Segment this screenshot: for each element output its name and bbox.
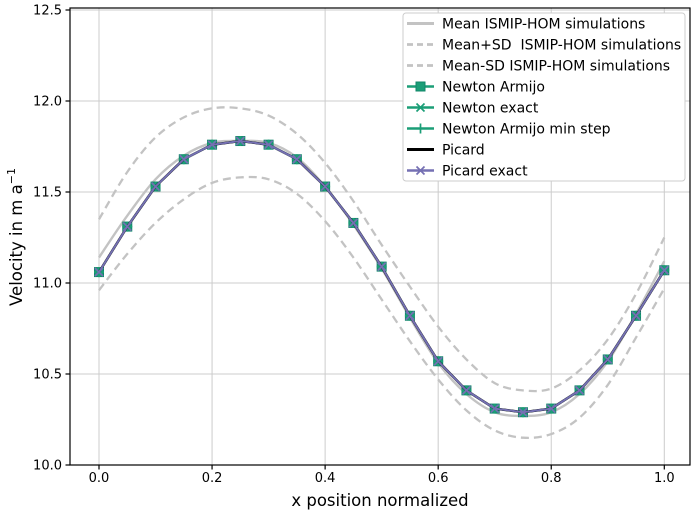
legend-label: Mean+SD ISMIP-HOM simulations	[442, 37, 681, 53]
square-marker	[415, 81, 426, 92]
x-marker	[461, 385, 472, 395]
legend-entry-mean-ismip-hom-simulations: Mean ISMIP-HOM simulations	[407, 16, 645, 32]
x-marker	[122, 221, 132, 232]
legend-entry-mean-sd-ismip-hom-simulations: Mean-SD ISMIP-HOM simulations	[407, 58, 670, 74]
x-marker	[405, 311, 415, 321]
plot-frame	[69, 7, 691, 466]
legend-entry-picard: Picard	[407, 142, 485, 158]
x-tick-label: 0.6	[428, 471, 449, 486]
y-tick-label: 11.5	[33, 186, 62, 201]
x-marker	[546, 403, 556, 414]
series-line-mean-sd-ismip-hom-simulations	[98, 175, 666, 440]
y-tick-label: 10.0	[33, 459, 62, 474]
y-tick-label: 12.0	[33, 95, 62, 110]
y-tick-label: 10.5	[33, 368, 62, 383]
x-marker	[150, 181, 161, 192]
legend-label: Picard exact	[442, 163, 528, 179]
x-marker	[348, 218, 358, 228]
plus-marker	[415, 123, 426, 134]
x-marker	[574, 385, 585, 395]
x-tick-label: 0.8	[541, 471, 562, 486]
x-marker	[631, 311, 641, 321]
x-axis-label: x position normalized	[291, 491, 468, 510]
x-marker	[235, 136, 245, 146]
legend-label: Newton Armijo	[442, 79, 545, 95]
x-marker	[415, 102, 426, 113]
legend-entry-newton-exact: Newton exact	[407, 100, 539, 116]
x-tick-label: 0.2	[202, 471, 223, 486]
x-marker	[207, 140, 217, 150]
legend-label: Newton exact	[442, 100, 539, 116]
x-marker	[292, 154, 302, 164]
x-marker	[659, 265, 669, 275]
x-marker	[94, 267, 104, 277]
x-tick-label: 0.0	[89, 471, 110, 486]
x-marker	[518, 407, 528, 417]
legend-label: Newton Armijo min step	[442, 121, 611, 137]
legend-label: Mean-SD ISMIP-HOM simulations	[442, 58, 670, 74]
x-marker	[603, 354, 613, 365]
y-axis-label: Velocity in m a−1	[5, 168, 26, 306]
legend-entry-newton-armijo-min-step: Newton Armijo min step	[407, 121, 611, 137]
series-line-mean-sd-ismip-hom-simulations	[98, 106, 666, 393]
legend-label: Picard	[442, 142, 485, 158]
x-tick-label: 1.0	[654, 471, 675, 486]
x-tick-label: 0.4	[315, 471, 336, 486]
legend-entry-picard-exact: Picard exact	[407, 163, 528, 179]
x-marker	[263, 140, 274, 150]
legend: Mean ISMIP-HOM simulations Mean+SD ISMIP-…	[402, 12, 686, 182]
series-mean-sd-ismip-hom-simulations	[98, 175, 666, 440]
x-marker	[433, 356, 443, 366]
y-tick-label: 11.0	[33, 277, 62, 292]
legend-box	[402, 12, 686, 182]
legend-entry-mean-sd-ismip-hom-simulations: Mean+SD ISMIP-HOM simulations	[407, 37, 681, 53]
x-marker	[179, 154, 189, 164]
legend-label: Mean ISMIP-HOM simulations	[442, 16, 645, 32]
legend-entry-newton-armijo: Newton Armijo	[407, 79, 545, 95]
x-marker	[490, 403, 500, 414]
x-marker	[320, 181, 330, 192]
series-picard-exact	[94, 136, 669, 417]
y-tick-label: 12.5	[33, 4, 62, 19]
x-marker	[415, 165, 426, 176]
series-mean-sd-ismip-hom-simulations	[98, 106, 666, 393]
x-marker	[377, 262, 387, 272]
